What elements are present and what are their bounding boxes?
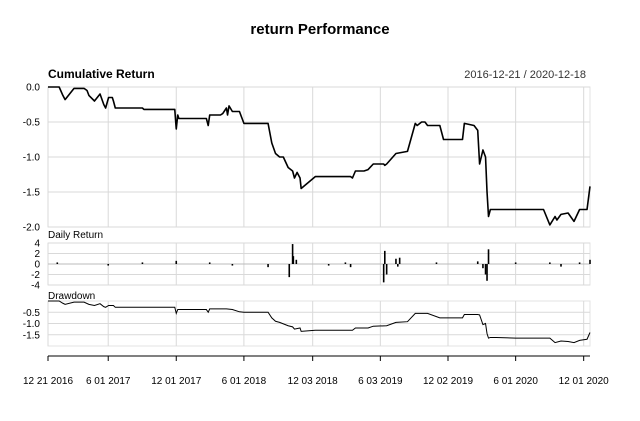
x-tick-label: 6 01 2017 xyxy=(86,376,131,387)
cumulative-return-line xyxy=(48,86,591,226)
y-tick-label: -0.5 xyxy=(23,308,41,319)
panel-title-daily-return: Daily Return xyxy=(48,230,103,241)
y-tick-label: -4 xyxy=(31,281,40,292)
y-tick-label: 4 xyxy=(34,239,40,250)
y-tick-label: 0 xyxy=(34,260,40,271)
y-tick-label: 0.0 xyxy=(26,83,40,94)
y-tick-label: -1.0 xyxy=(23,153,41,164)
x-tick-label: 12 01 2017 xyxy=(151,376,201,387)
panel-title-drawdown: Drawdown xyxy=(48,291,95,302)
date-range-label: 2016-12-21 / 2020-12-18 xyxy=(464,69,586,81)
x-tick-label: 12 01 2020 xyxy=(559,376,609,387)
panel-title-cumulative-return: Cumulative Return xyxy=(48,67,155,81)
y-tick-label: -2 xyxy=(31,270,40,281)
x-tick-label: 12 21 2016 xyxy=(23,376,73,387)
y-tick-label: -1.0 xyxy=(23,319,41,330)
tick-layer: 0.0-0.5-1.0-1.5-2.0420-2-4-0.5-1.0-1.512… xyxy=(23,83,609,388)
x-tick-label: 6 01 2020 xyxy=(493,376,538,387)
y-tick-label: -0.5 xyxy=(23,118,41,129)
y-tick-label: -1.5 xyxy=(23,330,41,341)
x-tick-label: 12 03 2018 xyxy=(288,376,338,387)
y-tick-label: -1.5 xyxy=(23,188,41,199)
x-tick-label: 6 03 2019 xyxy=(358,376,403,387)
grid-layer xyxy=(47,86,591,347)
drawdown-line xyxy=(48,300,591,344)
chart-title: return Performance xyxy=(250,21,389,38)
y-tick-label: -2.0 xyxy=(23,223,41,234)
x-tick-label: 12 02 2019 xyxy=(423,376,473,387)
mark-layer xyxy=(48,86,591,344)
y-tick-label: 2 xyxy=(34,249,40,260)
x-tick-label: 6 01 2018 xyxy=(222,376,267,387)
